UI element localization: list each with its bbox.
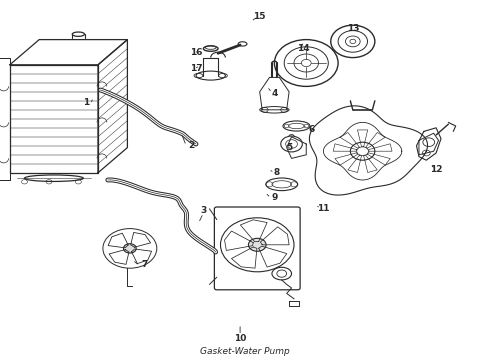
Circle shape [248,238,266,251]
Text: 16: 16 [190,48,202,57]
Text: 12: 12 [430,165,442,174]
Text: 6: 6 [308,125,314,134]
Text: 13: 13 [346,24,359,33]
Text: 1: 1 [83,98,89,107]
Text: 11: 11 [317,204,330,213]
Text: 8: 8 [274,168,280,177]
Text: 9: 9 [271,194,278,202]
Text: 5: 5 [286,143,292,152]
Circle shape [123,244,136,253]
Text: 3: 3 [200,206,206,215]
Text: 4: 4 [271,89,278,98]
Text: 17: 17 [190,64,202,73]
Text: 7: 7 [141,260,148,269]
Text: 10: 10 [234,334,246,343]
Text: 14: 14 [297,44,310,53]
Text: Gasket-Water Pump: Gasket-Water Pump [200,346,290,356]
Text: 15: 15 [253,12,266,21]
Text: 2: 2 [188,141,194,150]
